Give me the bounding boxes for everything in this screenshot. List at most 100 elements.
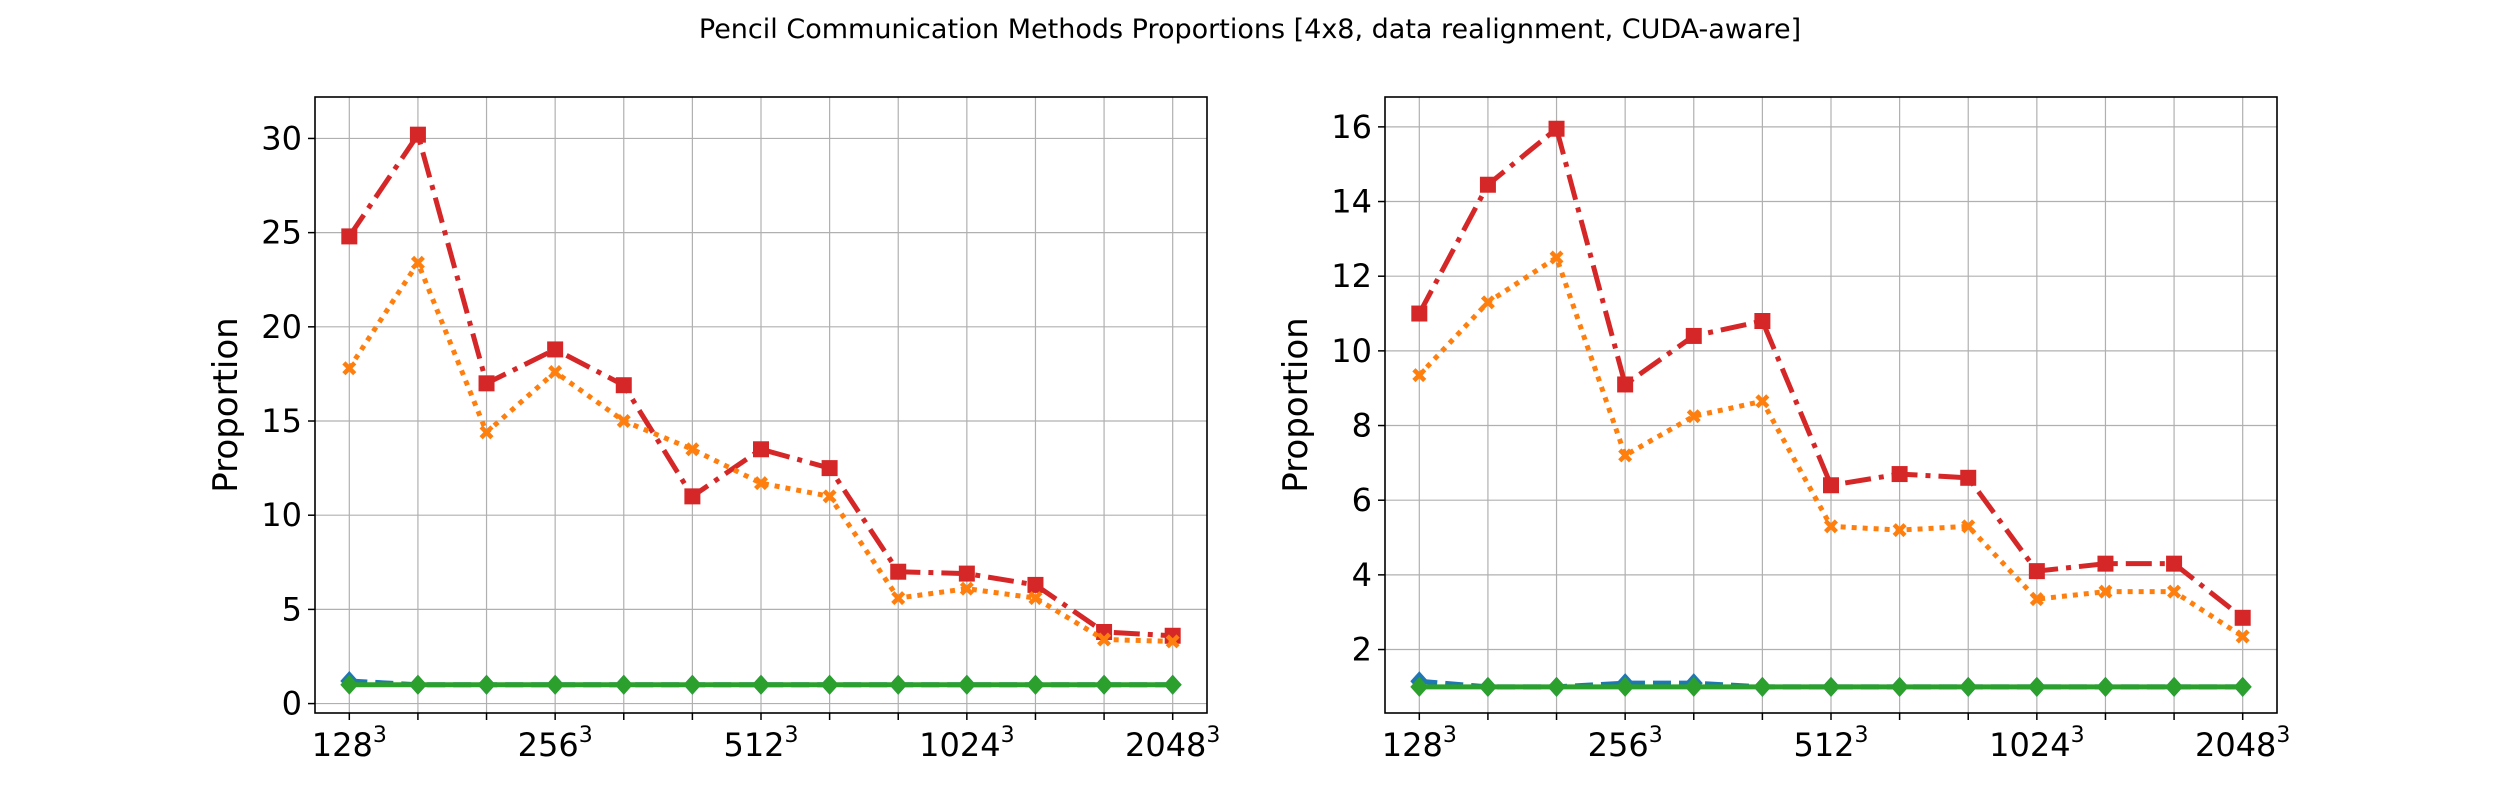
x-tick-label-base: 1024 xyxy=(1989,726,2070,764)
data-point xyxy=(1548,120,1565,137)
data-point xyxy=(820,674,839,695)
data-point xyxy=(1412,368,1427,383)
y-tick-label: 0 xyxy=(282,685,302,723)
y-tick-label: 14 xyxy=(1331,183,1372,221)
data-point xyxy=(1823,477,1839,494)
data-point xyxy=(1095,674,1114,695)
data-point xyxy=(1165,634,1180,649)
axes-frame xyxy=(314,96,1208,714)
y-tick-label: 4 xyxy=(1352,556,1372,594)
data-point xyxy=(1961,519,1976,534)
grid xyxy=(315,97,1207,713)
data-point xyxy=(410,255,425,270)
y-tick-label: 5 xyxy=(282,590,302,628)
data-point xyxy=(1549,250,1564,265)
x-tick-label: 1283 xyxy=(312,723,387,764)
data-point xyxy=(1822,676,1840,697)
y-tick-label: 10 xyxy=(1331,332,1372,370)
data-point xyxy=(752,674,770,695)
y-tick-label: 2 xyxy=(1352,631,1372,669)
data-point xyxy=(957,674,976,695)
y-tick-label: 12 xyxy=(1331,257,1372,295)
y-tick-label: 15 xyxy=(261,402,302,440)
x-tick-label-base: 2048 xyxy=(1125,726,1206,764)
data-point xyxy=(1480,295,1495,310)
x-tick-label: 5123 xyxy=(1793,723,1868,764)
y-tick-label: 16 xyxy=(1331,108,1372,146)
x-tick-label-base: 512 xyxy=(723,726,784,764)
data-point xyxy=(616,414,631,429)
data-point xyxy=(1027,576,1044,593)
series-orange-cross xyxy=(1412,250,2250,644)
data-point xyxy=(477,674,496,695)
data-point xyxy=(2028,563,2045,580)
x-tick-label: 5123 xyxy=(723,723,798,764)
data-point xyxy=(1097,632,1112,647)
data-point xyxy=(1478,676,1497,697)
data-point xyxy=(2098,584,2113,599)
data-point xyxy=(889,674,908,695)
data-point xyxy=(615,377,632,394)
data-point xyxy=(1754,313,1771,329)
x-tick-label-base: 2048 xyxy=(2195,726,2276,764)
y-axis-label: Proportion xyxy=(206,317,246,492)
data-point xyxy=(2233,676,2252,697)
data-point xyxy=(1755,394,1770,409)
x-tick-label: 2563 xyxy=(1588,723,1663,764)
data-point xyxy=(1824,519,1838,534)
y-axis-label: Proportion xyxy=(1276,317,1316,492)
data-point xyxy=(1617,376,1634,393)
data-point xyxy=(2166,555,2183,572)
data-point xyxy=(2027,676,2046,697)
x-tick-label-base: 512 xyxy=(1793,726,1854,764)
data-point xyxy=(408,674,427,695)
data-point xyxy=(2234,609,2251,626)
data-point xyxy=(1028,591,1043,606)
x-tick-label-base: 1024 xyxy=(919,726,1000,764)
data-point xyxy=(2167,584,2182,599)
x-tick-label: 10243 xyxy=(1989,723,2084,764)
data-point xyxy=(342,361,357,376)
data-point xyxy=(1411,305,1428,322)
data-point xyxy=(821,460,838,477)
data-point xyxy=(1479,176,1496,193)
series-red-square xyxy=(341,126,1181,644)
data-point xyxy=(1960,469,1977,486)
data-point xyxy=(684,488,701,505)
data-point xyxy=(1547,676,1566,697)
data-point xyxy=(959,581,974,596)
data-point xyxy=(1891,466,1908,483)
x-tick-label: 20483 xyxy=(1125,723,1220,764)
data-point xyxy=(1892,523,1907,538)
data-point xyxy=(685,442,700,457)
data-point xyxy=(683,674,702,695)
series-red-square xyxy=(1411,120,2251,626)
data-point xyxy=(753,441,769,458)
data-point xyxy=(1618,448,1633,463)
series-orange-cross xyxy=(342,255,1180,649)
grid xyxy=(1385,97,2277,713)
data-point xyxy=(1684,676,1703,697)
x-tick-label: 2563 xyxy=(518,723,593,764)
x-tick-label-base: 256 xyxy=(518,726,579,764)
y-tick-label: 25 xyxy=(261,214,302,252)
data-point xyxy=(1959,676,1978,697)
x-tick-label-exponent: 3 xyxy=(785,723,799,748)
data-point xyxy=(2235,629,2250,644)
x-tick-label-exponent: 3 xyxy=(373,723,387,748)
x-tick-label-exponent: 3 xyxy=(2071,723,2085,748)
x-tick-label-exponent: 3 xyxy=(1001,723,1015,748)
x-tick-label: 10243 xyxy=(919,723,1014,764)
x-tick-label-exponent: 3 xyxy=(1206,723,1220,748)
x-tick-label: 1283 xyxy=(1382,723,1457,764)
axes-frame xyxy=(1384,96,2278,714)
y-tick-label: 10 xyxy=(261,496,302,534)
data-point xyxy=(479,425,494,440)
data-point xyxy=(958,565,975,582)
data-point xyxy=(409,126,426,143)
data-point xyxy=(1163,674,1182,695)
data-point xyxy=(546,674,565,695)
